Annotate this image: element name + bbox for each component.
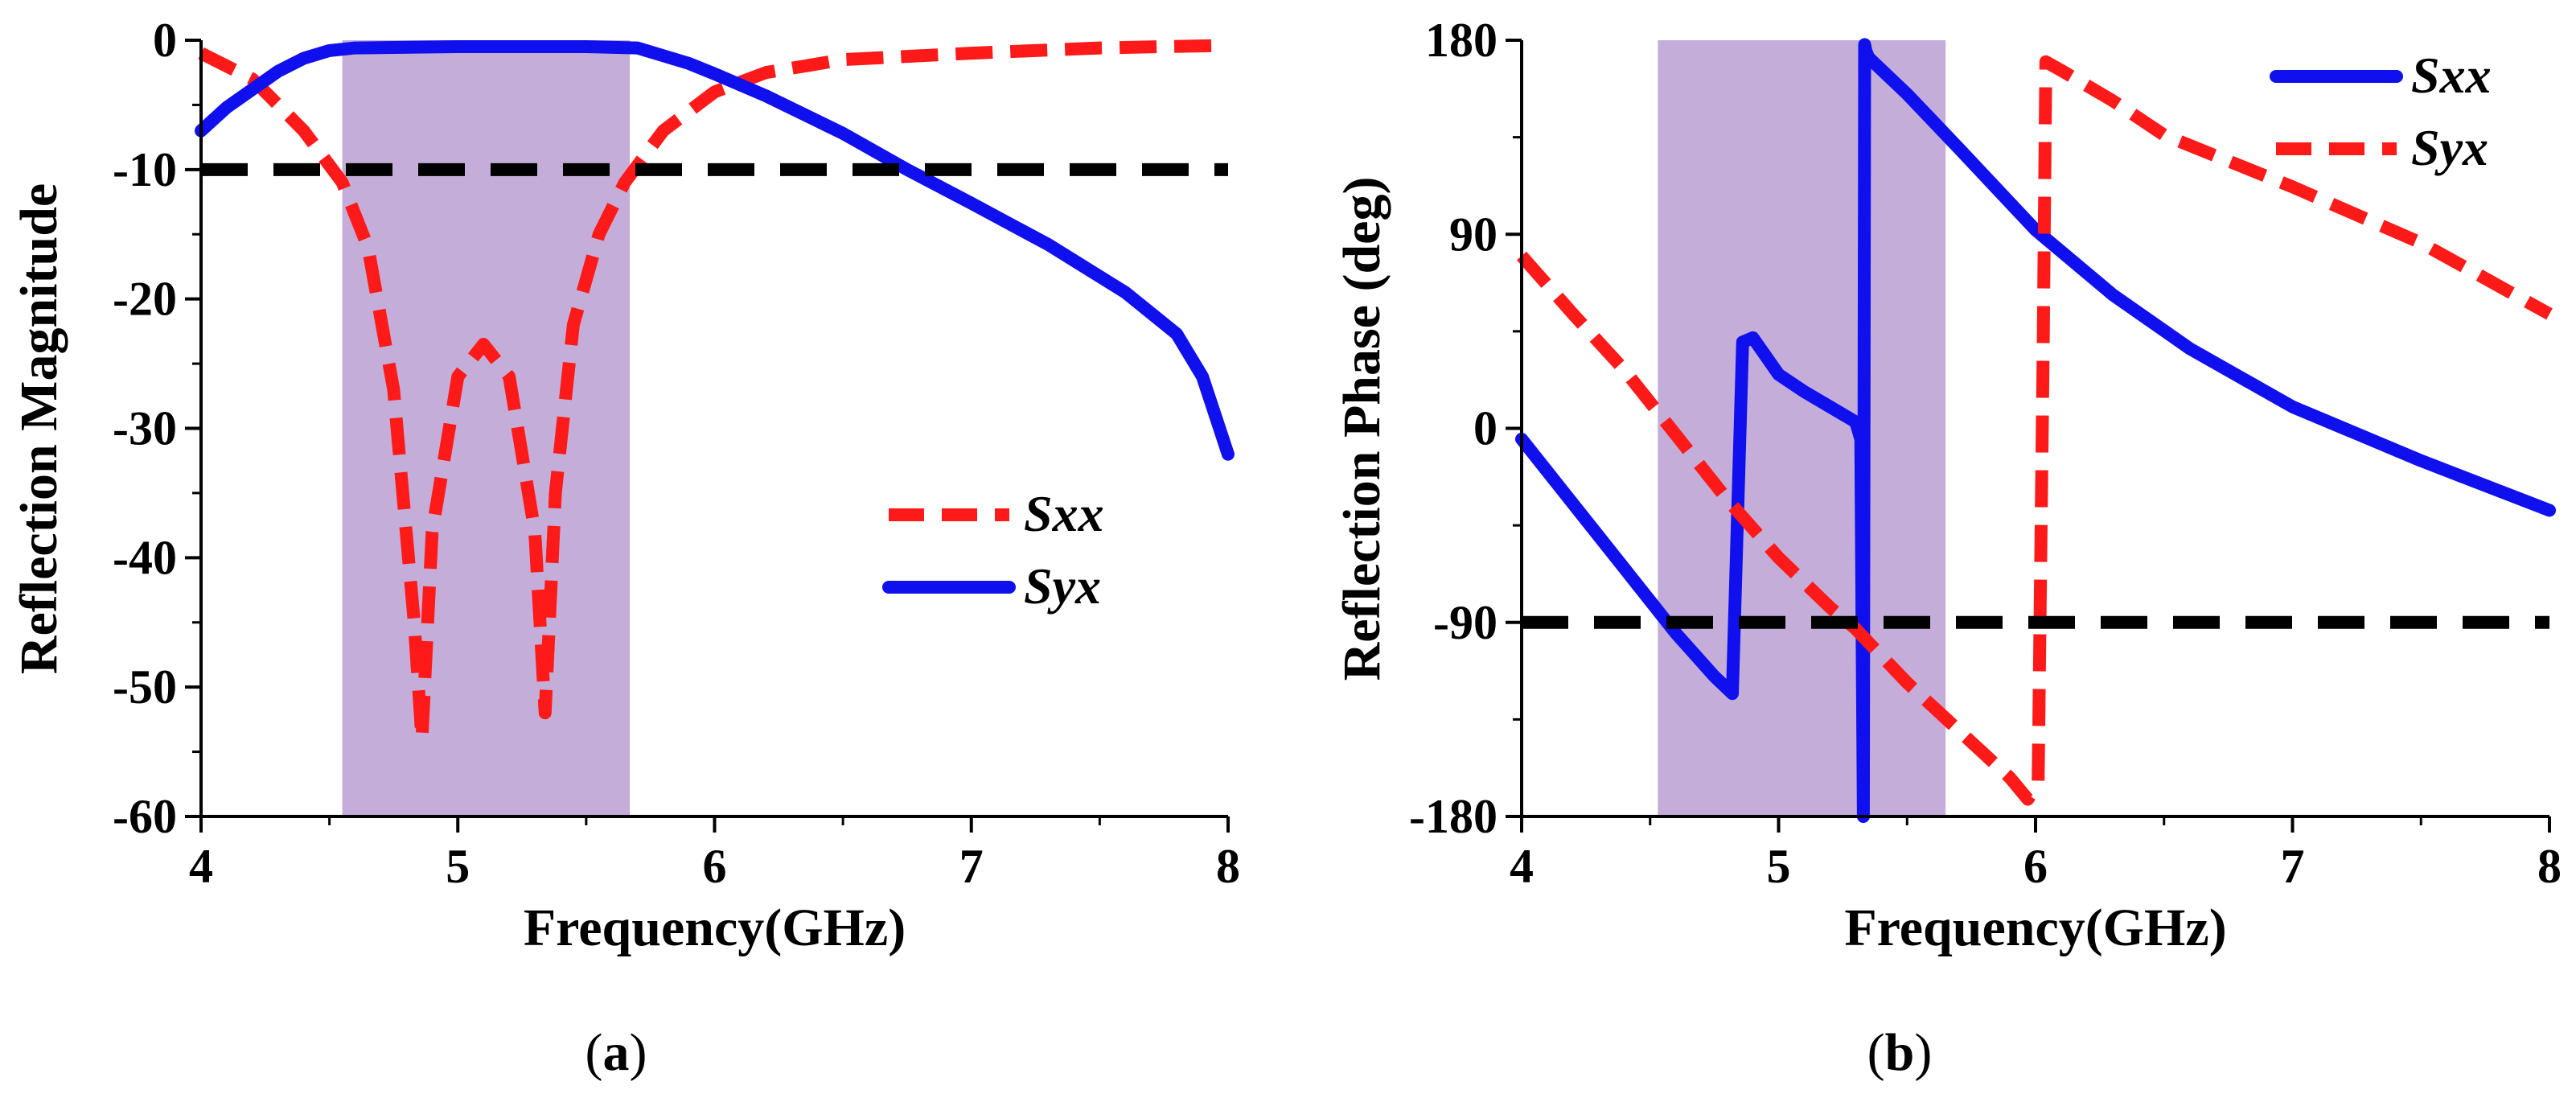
chart-1: 4 5 6 7 8 180 90 0 -90 -180 Frequency(GHz) Reflecti… [1333,14,2562,1082]
chart-1-caption: (b) [1867,1023,1933,1082]
chart-0-x-tick-label: 4 [189,840,213,893]
chart-1-x-tick-label: 5 [1767,840,1791,893]
chart-1-x-tick-label: 4 [1510,840,1534,893]
chart-0-y-axis-title: Reflection Magnitude [10,183,68,674]
chart-0-x-tick-label: 7 [959,840,984,893]
caption-close: ) [630,1023,647,1082]
caption-letter: a [603,1023,630,1082]
caption-close: ) [1914,1023,1932,1082]
chart-1-y-tick-label: -90 [1433,596,1498,649]
caption-open: ( [585,1023,603,1082]
chart-1-y-tick-label: 90 [1449,208,1498,261]
chart-0-y-tick-label: 0 [153,14,177,67]
chart-1-y-tick-label: 180 [1425,14,1498,67]
chart-0-series-sxx [198,39,1229,746]
chart-0-x-tick-label: 8 [1216,840,1240,893]
chart-1-highlight-band [1658,40,1946,816]
chart-1-series-syx [1517,55,2553,806]
chart-0-caption: (a) [585,1023,647,1082]
chart-0: 4 5 6 7 8 0 -10 -20 -30 -40 -50 -60 Frequency(GHz) Re… [10,14,1240,1082]
chart-0-y-tick-label: -40 [113,531,177,584]
chart-0-x-axis-title: Frequency(GHz) [524,899,906,957]
chart-1-series-sxx [1515,38,2556,823]
chart-0-y-tick-label: -30 [113,402,177,455]
chart-1-x-tick-label: 7 [2281,840,2305,893]
caption-letter: b [1885,1023,1915,1082]
chart-1-y-tick-label: -180 [1409,790,1498,843]
chart-0-y-tick-label: -60 [113,790,177,843]
chart-0-x-tick-label: 5 [446,840,470,893]
chart-1-x-tick-label: 6 [2023,840,2048,893]
chart-1-x-tick-label: 8 [2537,840,2562,893]
chart-0-highlight-band [342,40,631,816]
chart-1-x-axis-title: Frequency(GHz) [1844,899,2226,957]
chart-1-legend: Sxx Syx [2270,47,2492,176]
legend-label-syx: Syx [1024,557,1101,615]
chart-1-y-tick-label: 0 [1473,402,1498,455]
chart-0-legend: Sxx Syx [882,485,1104,615]
chart-0-series-syx [195,40,1235,461]
chart-0-y-tick-label: -50 [113,660,177,713]
caption-open: ( [1867,1023,1885,1082]
legend-label-sxx: Sxx [1024,485,1104,542]
chart-0-y-tick-label: -20 [113,273,177,326]
chart-1-y-axis-title: Reflection Phase (deg) [1333,177,1391,681]
legend-label-sxx: Sxx [2411,47,2492,104]
chart-0-x-tick-label: 6 [703,840,727,893]
chart-0-y-tick-label: -10 [113,143,177,196]
legend-label-syx: Syx [2411,119,2488,176]
